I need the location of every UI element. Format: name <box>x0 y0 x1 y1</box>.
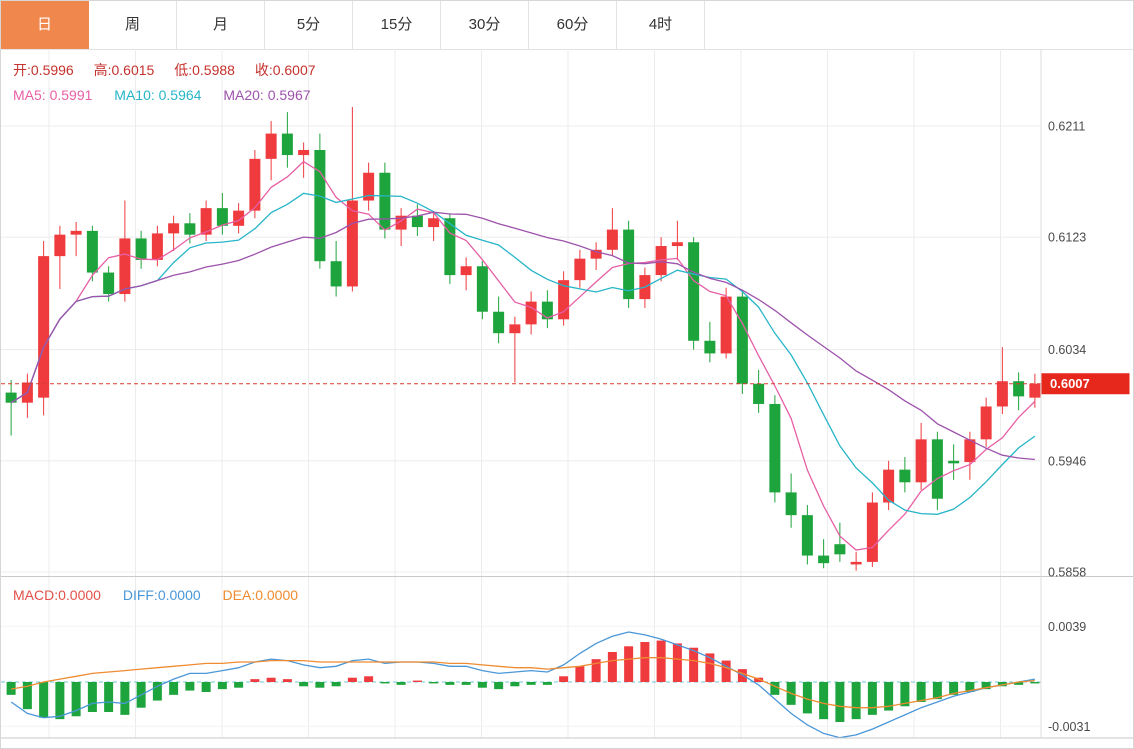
chart-canvas[interactable]: 0.6211 0.6123 0.6034 0.5946 0.5858 0.0039 -0.0… <box>1 49 1134 749</box>
chart-area: 0.6211 0.6123 0.6034 0.5946 0.5858 0.0039 -0.0… <box>1 49 1134 749</box>
tab-week[interactable]: 周 <box>89 1 177 49</box>
price-axis-label: 0.6123 <box>1048 231 1086 245</box>
price-axis-label: 0.5946 <box>1048 454 1086 468</box>
tab-15min[interactable]: 15分 <box>353 1 441 49</box>
macd-axis-label: 0.0039 <box>1048 620 1086 634</box>
tab-4hour[interactable]: 4时 <box>617 1 705 49</box>
last-price-tag-value: 0.6007 <box>1050 376 1090 391</box>
tab-60min[interactable]: 60分 <box>529 1 617 49</box>
timeframe-tabbar: 日 周 月 5分 15分 30分 60分 4时 <box>1 1 1133 50</box>
price-axis-label: 0.6211 <box>1048 120 1085 134</box>
tab-30min[interactable]: 30分 <box>441 1 529 49</box>
tab-day[interactable]: 日 <box>1 1 89 49</box>
price-axis-label: 0.5858 <box>1048 566 1086 580</box>
price-axis-label: 0.6034 <box>1048 343 1086 357</box>
macd-axis-label: -0.0031 <box>1048 720 1090 734</box>
last-price-tag <box>1041 373 1130 395</box>
tab-5min[interactable]: 5分 <box>265 1 353 49</box>
tab-month[interactable]: 月 <box>177 1 265 49</box>
